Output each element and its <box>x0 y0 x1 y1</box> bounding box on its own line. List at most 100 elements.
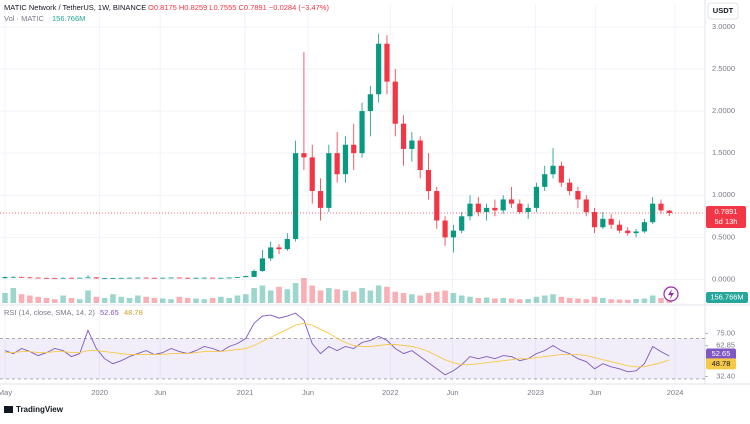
rsi-value-label: 52.65 <box>712 349 731 358</box>
volume-bar <box>533 296 540 303</box>
volume-bar <box>85 290 91 303</box>
x-tick-label: Jun <box>302 388 314 397</box>
candle-body <box>517 203 523 213</box>
volume-bar <box>467 296 473 303</box>
volume-bar <box>492 298 498 303</box>
volume-bar <box>458 295 465 303</box>
candle-body <box>93 277 99 279</box>
candle-body <box>367 94 373 112</box>
ohlc: O0.8175 H0.8259 L0.7555 C0.7891 −0.0284 … <box>148 3 329 12</box>
event-icon-bolt <box>668 289 674 299</box>
volume-bar <box>616 299 623 303</box>
x-tick-label: Jun <box>154 388 166 397</box>
candle-body <box>276 247 282 250</box>
candle-body <box>434 191 440 221</box>
volume-bar <box>517 299 523 303</box>
candle-body <box>193 277 199 279</box>
volume-bar <box>425 293 432 303</box>
volume-bar <box>317 290 324 303</box>
y-tick-label: 2.0000 <box>712 106 735 115</box>
volume-bar <box>68 298 75 303</box>
volume-bar <box>259 285 266 303</box>
candle-body <box>10 276 16 278</box>
candle-body <box>484 207 490 213</box>
plot <box>0 5 705 384</box>
candle-body <box>77 277 83 279</box>
volume-bar <box>483 297 490 303</box>
volume-bar <box>392 291 399 303</box>
volume-bar <box>508 298 515 303</box>
volume-bar <box>201 299 208 303</box>
symbol: MATIC Network / TetherUS, 1W, BINANCE <box>4 3 146 12</box>
volume-bar <box>309 285 316 303</box>
brand[interactable]: TradingView <box>16 405 64 414</box>
volume-bar <box>541 295 548 303</box>
volume-bar <box>575 298 581 303</box>
candle-body <box>442 220 448 238</box>
volume-bar <box>600 298 606 303</box>
x-tick-label: May <box>0 388 12 397</box>
candle-body <box>558 165 564 183</box>
candle-body <box>2 277 8 279</box>
volume-bar <box>359 288 365 303</box>
volume-bar <box>267 290 274 303</box>
candle-body <box>27 277 33 279</box>
candle-body <box>392 81 398 124</box>
volume-bar <box>193 298 199 303</box>
volume-bar <box>284 289 291 303</box>
candle-body <box>293 153 299 240</box>
candle-body <box>52 278 58 279</box>
candle-body <box>226 277 232 279</box>
rsi-tick-label: 62.85 <box>716 341 735 350</box>
volume-label-box <box>706 292 748 303</box>
candle-body <box>575 191 581 200</box>
volume-bar <box>209 298 216 303</box>
candle-body <box>633 231 639 234</box>
candle-body <box>591 212 598 228</box>
candle-body <box>500 199 506 211</box>
candle-body <box>168 277 174 279</box>
candle-body <box>533 186 540 208</box>
logo-mark <box>4 406 13 413</box>
volume-bar <box>276 286 282 303</box>
volume-bar <box>43 298 50 303</box>
candle-body <box>625 230 631 234</box>
candle-body <box>550 165 556 175</box>
candle-body <box>384 43 390 82</box>
volume-bar <box>135 295 141 303</box>
currency-button[interactable] <box>707 2 739 20</box>
candle-body <box>334 153 340 175</box>
candle-body <box>185 277 191 279</box>
candle-body <box>351 144 357 154</box>
volume-bar <box>110 294 116 303</box>
currency-label[interactable]: USDT <box>713 6 734 15</box>
rsi-line <box>5 322 670 368</box>
candle-body <box>326 153 332 208</box>
y-tick-label: 3.0000 <box>712 22 735 31</box>
volume-bar <box>52 299 58 303</box>
candle-body <box>160 277 166 279</box>
volume-bar <box>334 289 340 303</box>
brand-logo[interactable] <box>4 406 13 413</box>
candle-body <box>425 169 432 192</box>
volume-bar <box>608 299 614 303</box>
y-tick-label: 2.5000 <box>712 64 735 73</box>
volume-bar <box>159 298 166 303</box>
candle-body <box>301 153 307 158</box>
candle-body <box>608 218 614 225</box>
candle-body <box>209 277 216 279</box>
candle-body <box>143 277 149 279</box>
rsi-value-box <box>706 358 736 370</box>
y-tick-label: 1.0000 <box>712 190 735 199</box>
candle-body <box>658 203 664 211</box>
x-tick-label: 2023 <box>527 388 544 397</box>
candle-body <box>284 239 290 250</box>
candle-body <box>259 258 266 272</box>
candle-body <box>268 247 274 259</box>
candle-body <box>450 230 456 238</box>
volume-bar <box>566 298 573 303</box>
volume-bar <box>184 298 191 303</box>
volume-bar <box>525 299 531 303</box>
volume-bar <box>550 294 556 303</box>
volume-bar <box>76 299 83 303</box>
